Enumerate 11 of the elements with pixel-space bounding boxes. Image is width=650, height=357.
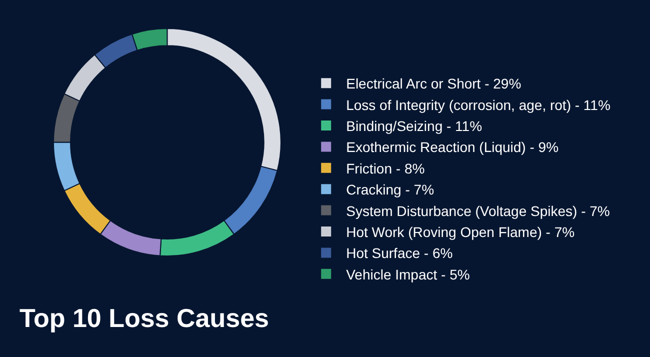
legend-label: Hot Work (Roving Open Flame) - 7% [346,224,575,240]
legend-label: Friction - 8% [346,160,425,176]
legend-label: Exothermic Reaction (Liquid) - 9% [346,139,559,156]
legend-label: Electrical Arc or Short - 29% [346,76,522,92]
legend-label: Cracking - 7% [346,182,434,198]
legend-label: Hot Surface - 6% [346,245,453,262]
text: Top 10 Loss Causes [20,302,269,333]
legend-label: Loss of Integrity (corrosion, age, rot) - 11% [346,96,610,113]
legend-label: Vehicle Impact - 5% [346,266,470,282]
legend-label: Binding/Seizing - 11% [346,118,482,134]
legend-label: System Disturbance (Voltage Spikes) - 7% [346,202,610,219]
